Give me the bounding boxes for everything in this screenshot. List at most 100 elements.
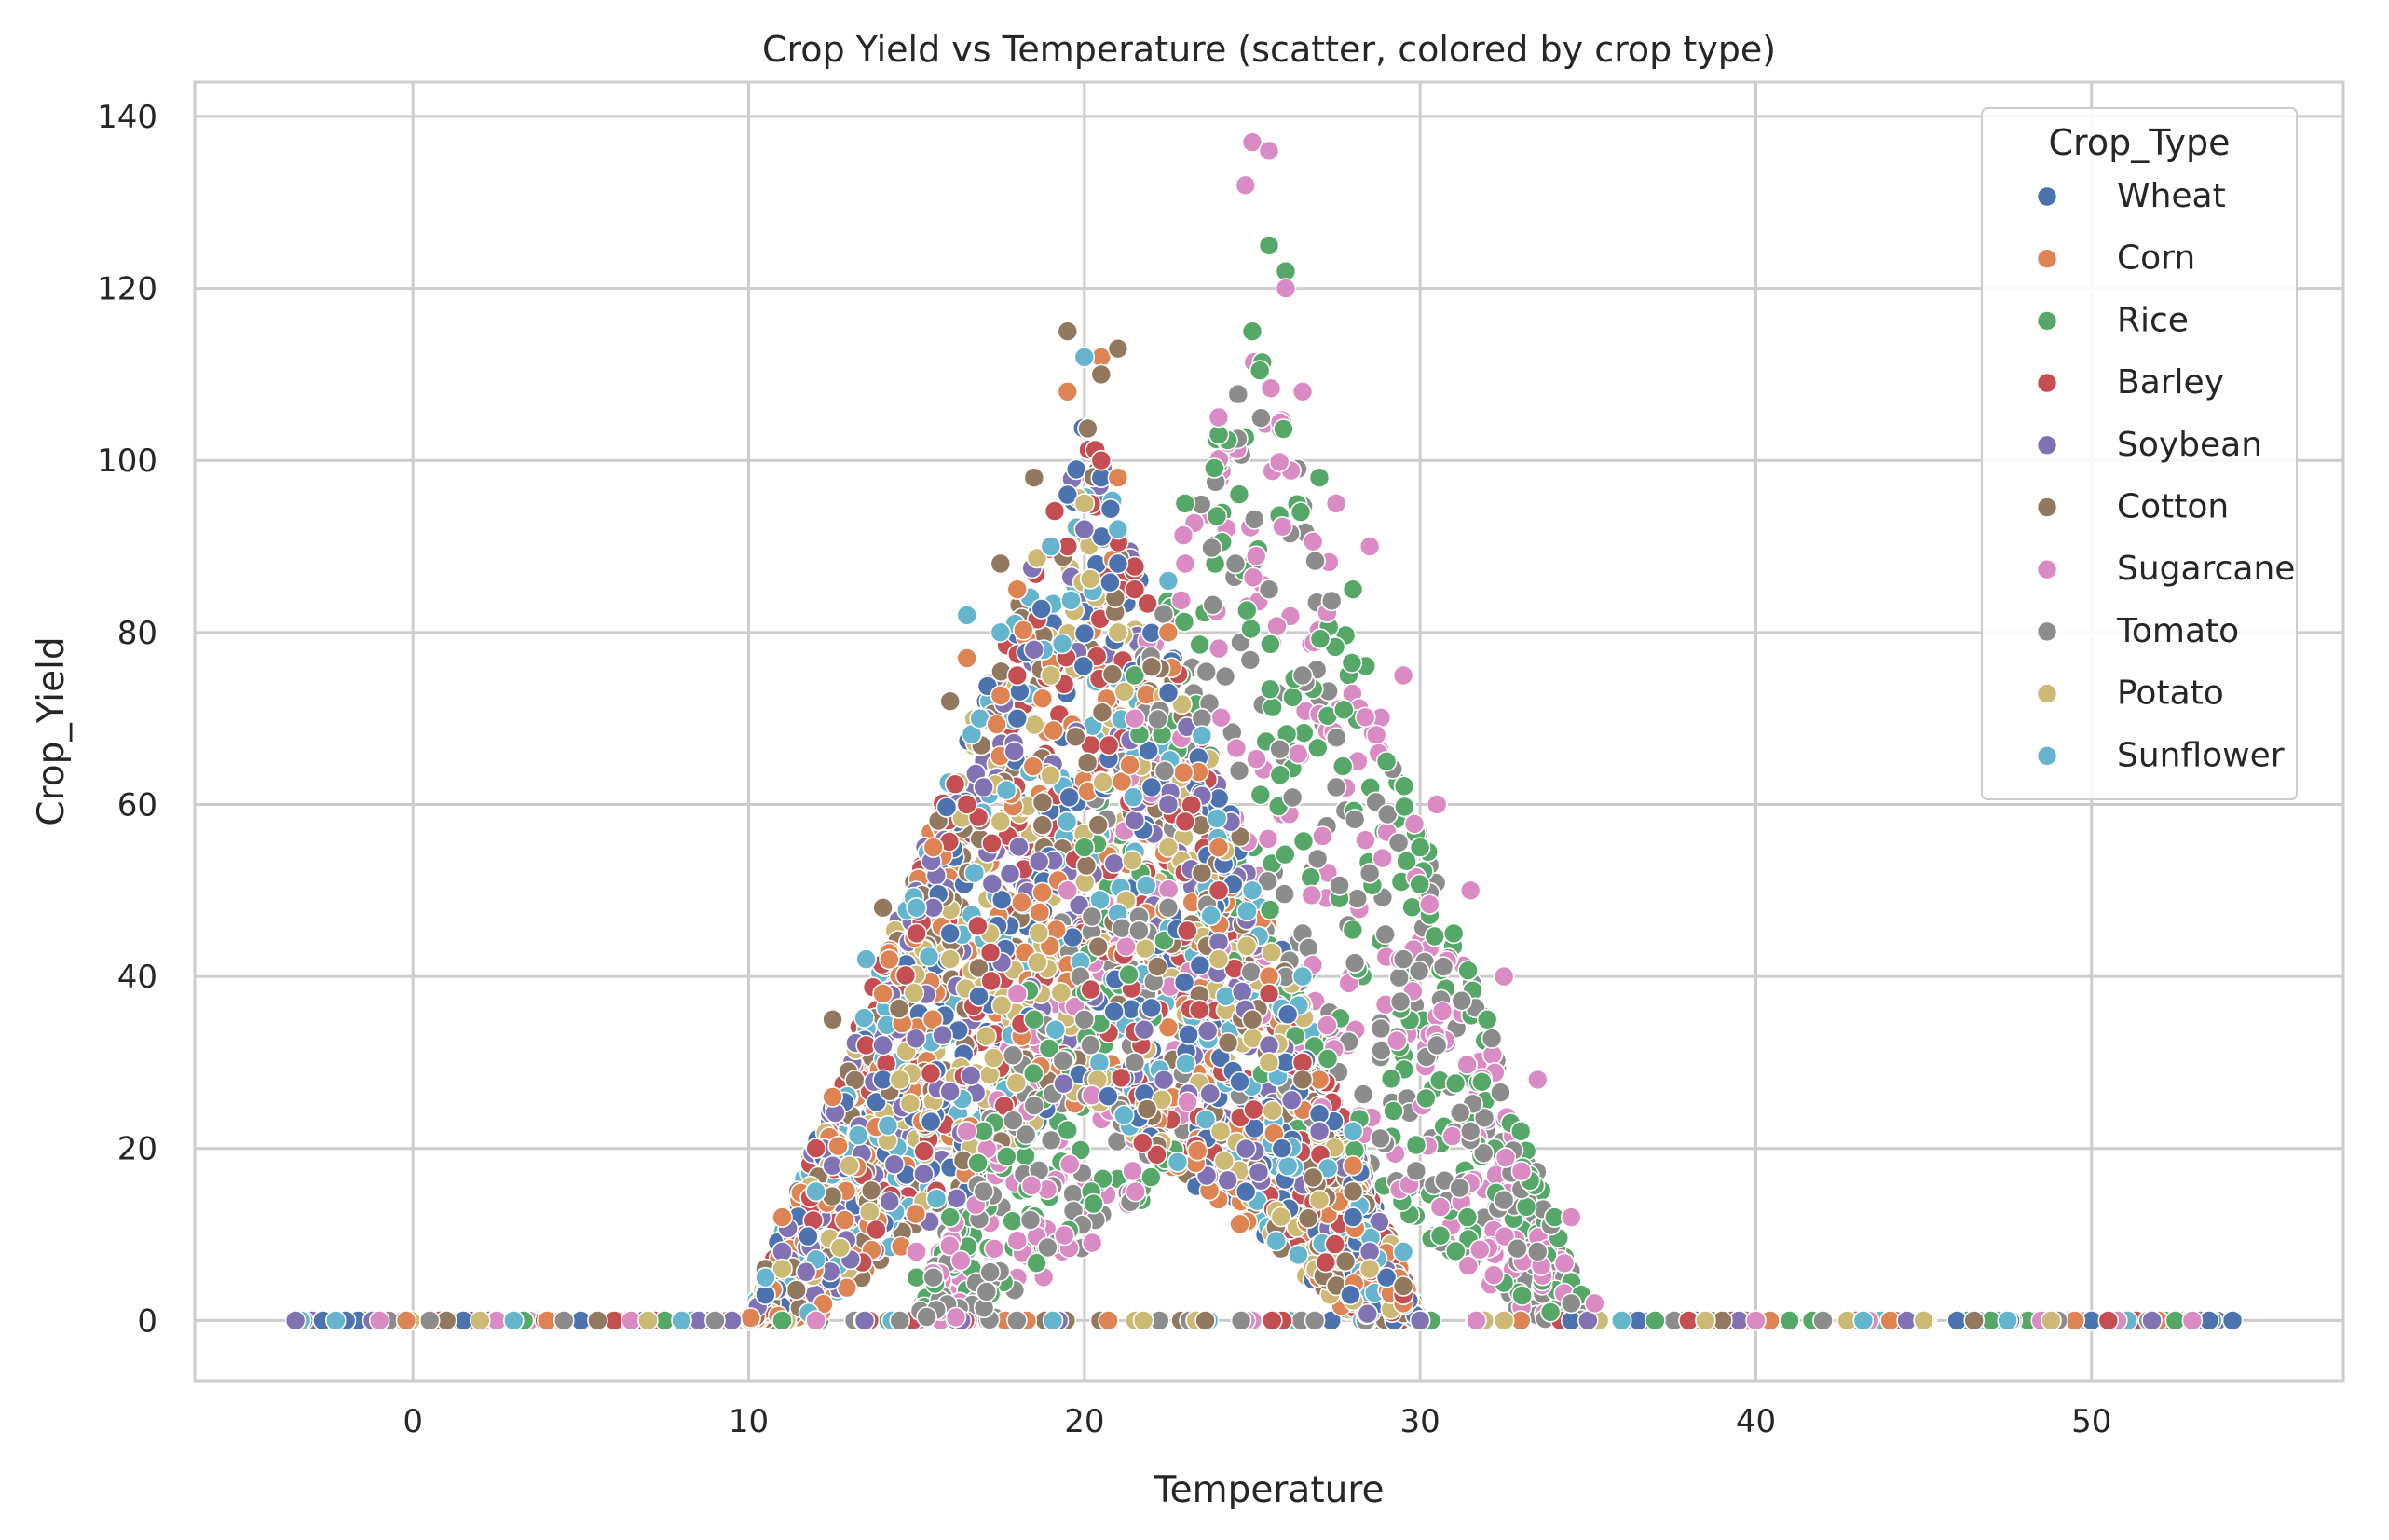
data-point xyxy=(1745,1310,1767,1331)
data-point xyxy=(324,1310,347,1331)
legend-marker xyxy=(2036,248,2058,270)
data-point xyxy=(1124,810,1146,831)
data-point xyxy=(1241,1009,1263,1030)
y-tick-label: 60 xyxy=(117,786,157,824)
data-point xyxy=(986,714,1007,735)
data-point xyxy=(1023,1095,1045,1116)
data-point xyxy=(976,1281,998,1302)
data-point xyxy=(1132,1132,1154,1153)
legend-label: Potato xyxy=(2117,675,2224,713)
data-point xyxy=(1456,1054,1478,1076)
data-point xyxy=(1240,961,1262,983)
data-point xyxy=(1031,598,1052,620)
data-point xyxy=(894,964,917,987)
data-point xyxy=(1280,1089,1303,1111)
legend-marker xyxy=(2036,372,2058,394)
data-point xyxy=(956,1121,977,1142)
data-point xyxy=(1852,1310,1875,1331)
data-point xyxy=(1272,515,1293,538)
data-point xyxy=(1208,879,1230,902)
data-point xyxy=(1040,536,1062,557)
data-point xyxy=(1124,707,1146,729)
data-point xyxy=(1157,570,1180,592)
data-point xyxy=(1204,457,1225,479)
data-point xyxy=(983,1238,1005,1260)
data-point xyxy=(1584,1292,1605,1315)
data-point xyxy=(1270,1206,1292,1228)
data-point xyxy=(1468,1239,1491,1261)
data-point xyxy=(1393,775,1415,797)
data-point xyxy=(827,1135,849,1157)
data-point xyxy=(1135,875,1157,896)
data-point xyxy=(1317,1048,1339,1070)
x-tick-label: 10 xyxy=(729,1403,769,1440)
data-point xyxy=(1146,1144,1167,1165)
data-point xyxy=(1235,935,1258,957)
data-point xyxy=(829,1237,852,1259)
data-point xyxy=(1098,734,1120,756)
data-point xyxy=(1405,1134,1427,1156)
data-point xyxy=(1257,870,1278,893)
data-point xyxy=(1342,1206,1364,1228)
legend-label: Corn xyxy=(2117,239,2195,278)
data-point xyxy=(1269,764,1291,786)
legend-box xyxy=(1981,107,2298,800)
data-point xyxy=(1561,1292,1582,1315)
data-point xyxy=(1510,1160,1533,1182)
data-point xyxy=(1262,1310,1283,1331)
data-point xyxy=(1125,1180,1147,1203)
data-point xyxy=(1235,1138,1257,1160)
data-point xyxy=(1320,590,1343,612)
data-point xyxy=(979,1261,1001,1283)
data-point xyxy=(1217,1031,1239,1054)
data-point xyxy=(1375,750,1398,772)
data-point xyxy=(1073,1009,1096,1030)
data-point xyxy=(771,1206,793,1228)
data-point xyxy=(1113,1104,1135,1126)
data-point xyxy=(1507,1237,1528,1260)
data-point xyxy=(1779,1310,1800,1331)
data-point xyxy=(1075,854,1098,877)
data-point xyxy=(1060,590,1082,611)
data-point xyxy=(1260,634,1281,655)
data-point xyxy=(960,1065,982,1086)
data-point xyxy=(903,982,925,1003)
data-point xyxy=(1013,620,1034,641)
data-point xyxy=(1157,879,1180,901)
data-point xyxy=(1374,923,1396,946)
data-point xyxy=(1329,875,1350,896)
data-point xyxy=(1154,760,1176,782)
data-point xyxy=(1172,761,1194,784)
data-point xyxy=(946,1188,968,1209)
data-point xyxy=(1449,1102,1471,1124)
data-point xyxy=(866,1219,887,1241)
data-point xyxy=(1472,1142,1495,1165)
data-point xyxy=(1053,1072,1074,1095)
data-point xyxy=(1027,951,1048,974)
data-point xyxy=(1291,380,1314,402)
data-point xyxy=(1963,1310,1985,1331)
data-point xyxy=(1387,832,1410,853)
data-point xyxy=(1119,754,1140,776)
data-point xyxy=(1228,484,1250,505)
data-point xyxy=(1172,525,1194,546)
data-point xyxy=(1006,707,1029,729)
data-point xyxy=(1050,982,1072,1003)
data-point xyxy=(883,1153,906,1176)
data-point xyxy=(1431,1001,1454,1022)
data-point xyxy=(1493,965,1515,988)
data-point xyxy=(1023,1009,1045,1030)
data-point xyxy=(944,773,966,796)
data-point xyxy=(1057,320,1079,343)
y-tick-label: 0 xyxy=(137,1302,157,1340)
data-point xyxy=(1276,1155,1299,1177)
data-point xyxy=(939,1206,962,1228)
data-point xyxy=(1457,1255,1480,1276)
data-point xyxy=(1090,449,1113,471)
y-tick-label: 20 xyxy=(117,1131,157,1168)
data-point xyxy=(2097,1310,2120,1331)
data-point xyxy=(1128,920,1150,942)
data-point xyxy=(1309,628,1331,650)
data-point xyxy=(1307,737,1329,759)
data-point xyxy=(855,948,877,970)
